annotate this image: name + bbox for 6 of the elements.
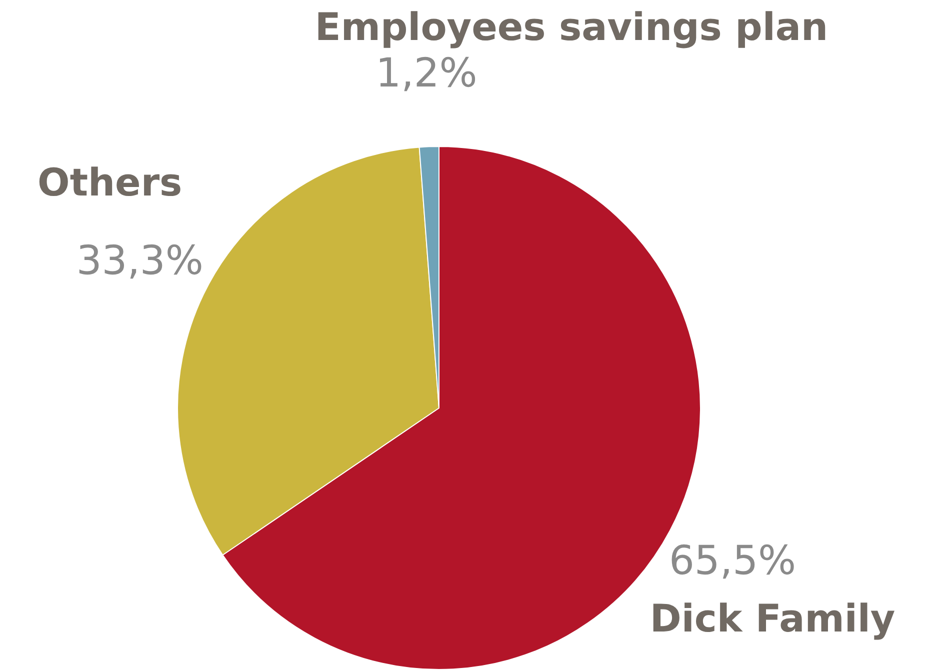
data-label: 1,2% xyxy=(376,50,478,97)
slice-label: Employees savings plan xyxy=(314,4,828,49)
slice-label: Dick Family xyxy=(650,596,896,640)
data-label: 33,3% xyxy=(76,238,204,284)
slice-label: Others xyxy=(38,160,182,205)
data-label: 65,5% xyxy=(668,538,796,584)
